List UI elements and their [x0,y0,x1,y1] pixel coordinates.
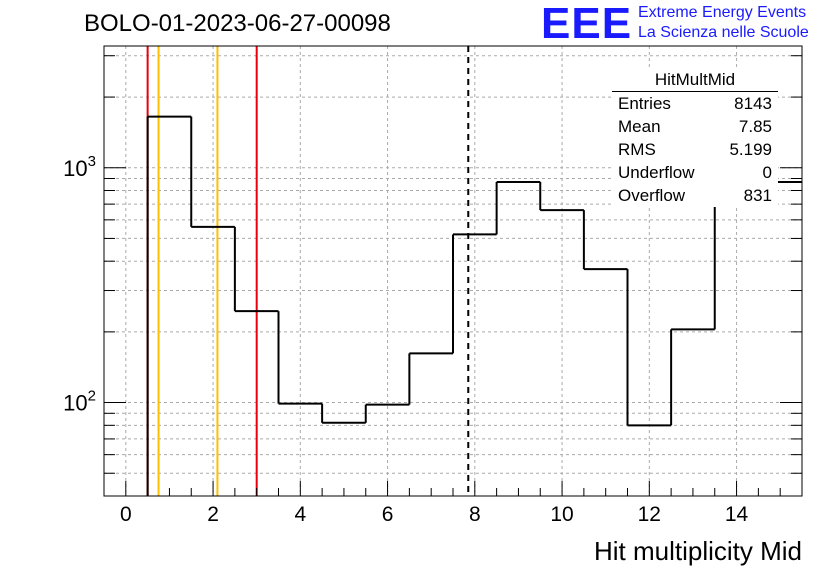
stats-row-overflow: Overflow 831 [612,184,778,207]
stats-row-mean: Mean 7.85 [612,115,778,138]
y-tick-label: 103 [63,153,96,181]
x-tick-label: 10 [550,503,573,526]
x-tick-label: 2 [207,503,219,526]
stats-row-underflow: Underflow 0 [612,161,778,184]
stats-label: Entries [618,94,671,113]
stats-label: Underflow [618,163,695,182]
x-tick-label: 4 [294,503,306,526]
stats-label: RMS [618,140,656,159]
stats-label: Overflow [618,186,686,205]
eee-logo: EEE [541,0,633,48]
logo-subtitle-2: La Scienza nelle Scuole [638,24,809,41]
stats-value: 8143 [734,94,772,113]
logo-subtitle-1: Extreme Energy Events [638,4,807,21]
stats-box: HitMultMid Entries 8143 Mean 7.85 RMS 5.… [612,70,778,207]
x-tick-label: 0 [120,503,132,526]
axis-ticks [103,55,803,497]
stats-row-rms: RMS 5.199 [612,138,778,161]
stats-row-entries: Entries 8143 [612,92,778,115]
x-axis-title: Hit multiplicity Mid [594,536,802,566]
stats-title: HitMultMid [612,70,778,92]
x-tick-labels: 0 2 4 6 8 10 12 14 [120,503,749,526]
stats-value: 7.85 [738,117,772,136]
stats-value: 831 [743,186,772,205]
x-tick-label: 14 [725,503,749,526]
marker-lines [146,46,470,496]
stats-value: 5.199 [729,140,772,159]
stats-value: 0 [762,163,772,182]
x-tick-label: 12 [638,503,661,526]
y-tick-labels: 102 103 [63,153,96,416]
run-title: BOLO-01-2023-06-27-00098 [84,10,391,37]
x-tick-label: 6 [382,503,394,526]
y-tick-label: 102 [63,388,96,416]
x-tick-label: 8 [469,503,481,526]
stats-label: Mean [618,117,661,136]
histogram-series [146,115,802,496]
